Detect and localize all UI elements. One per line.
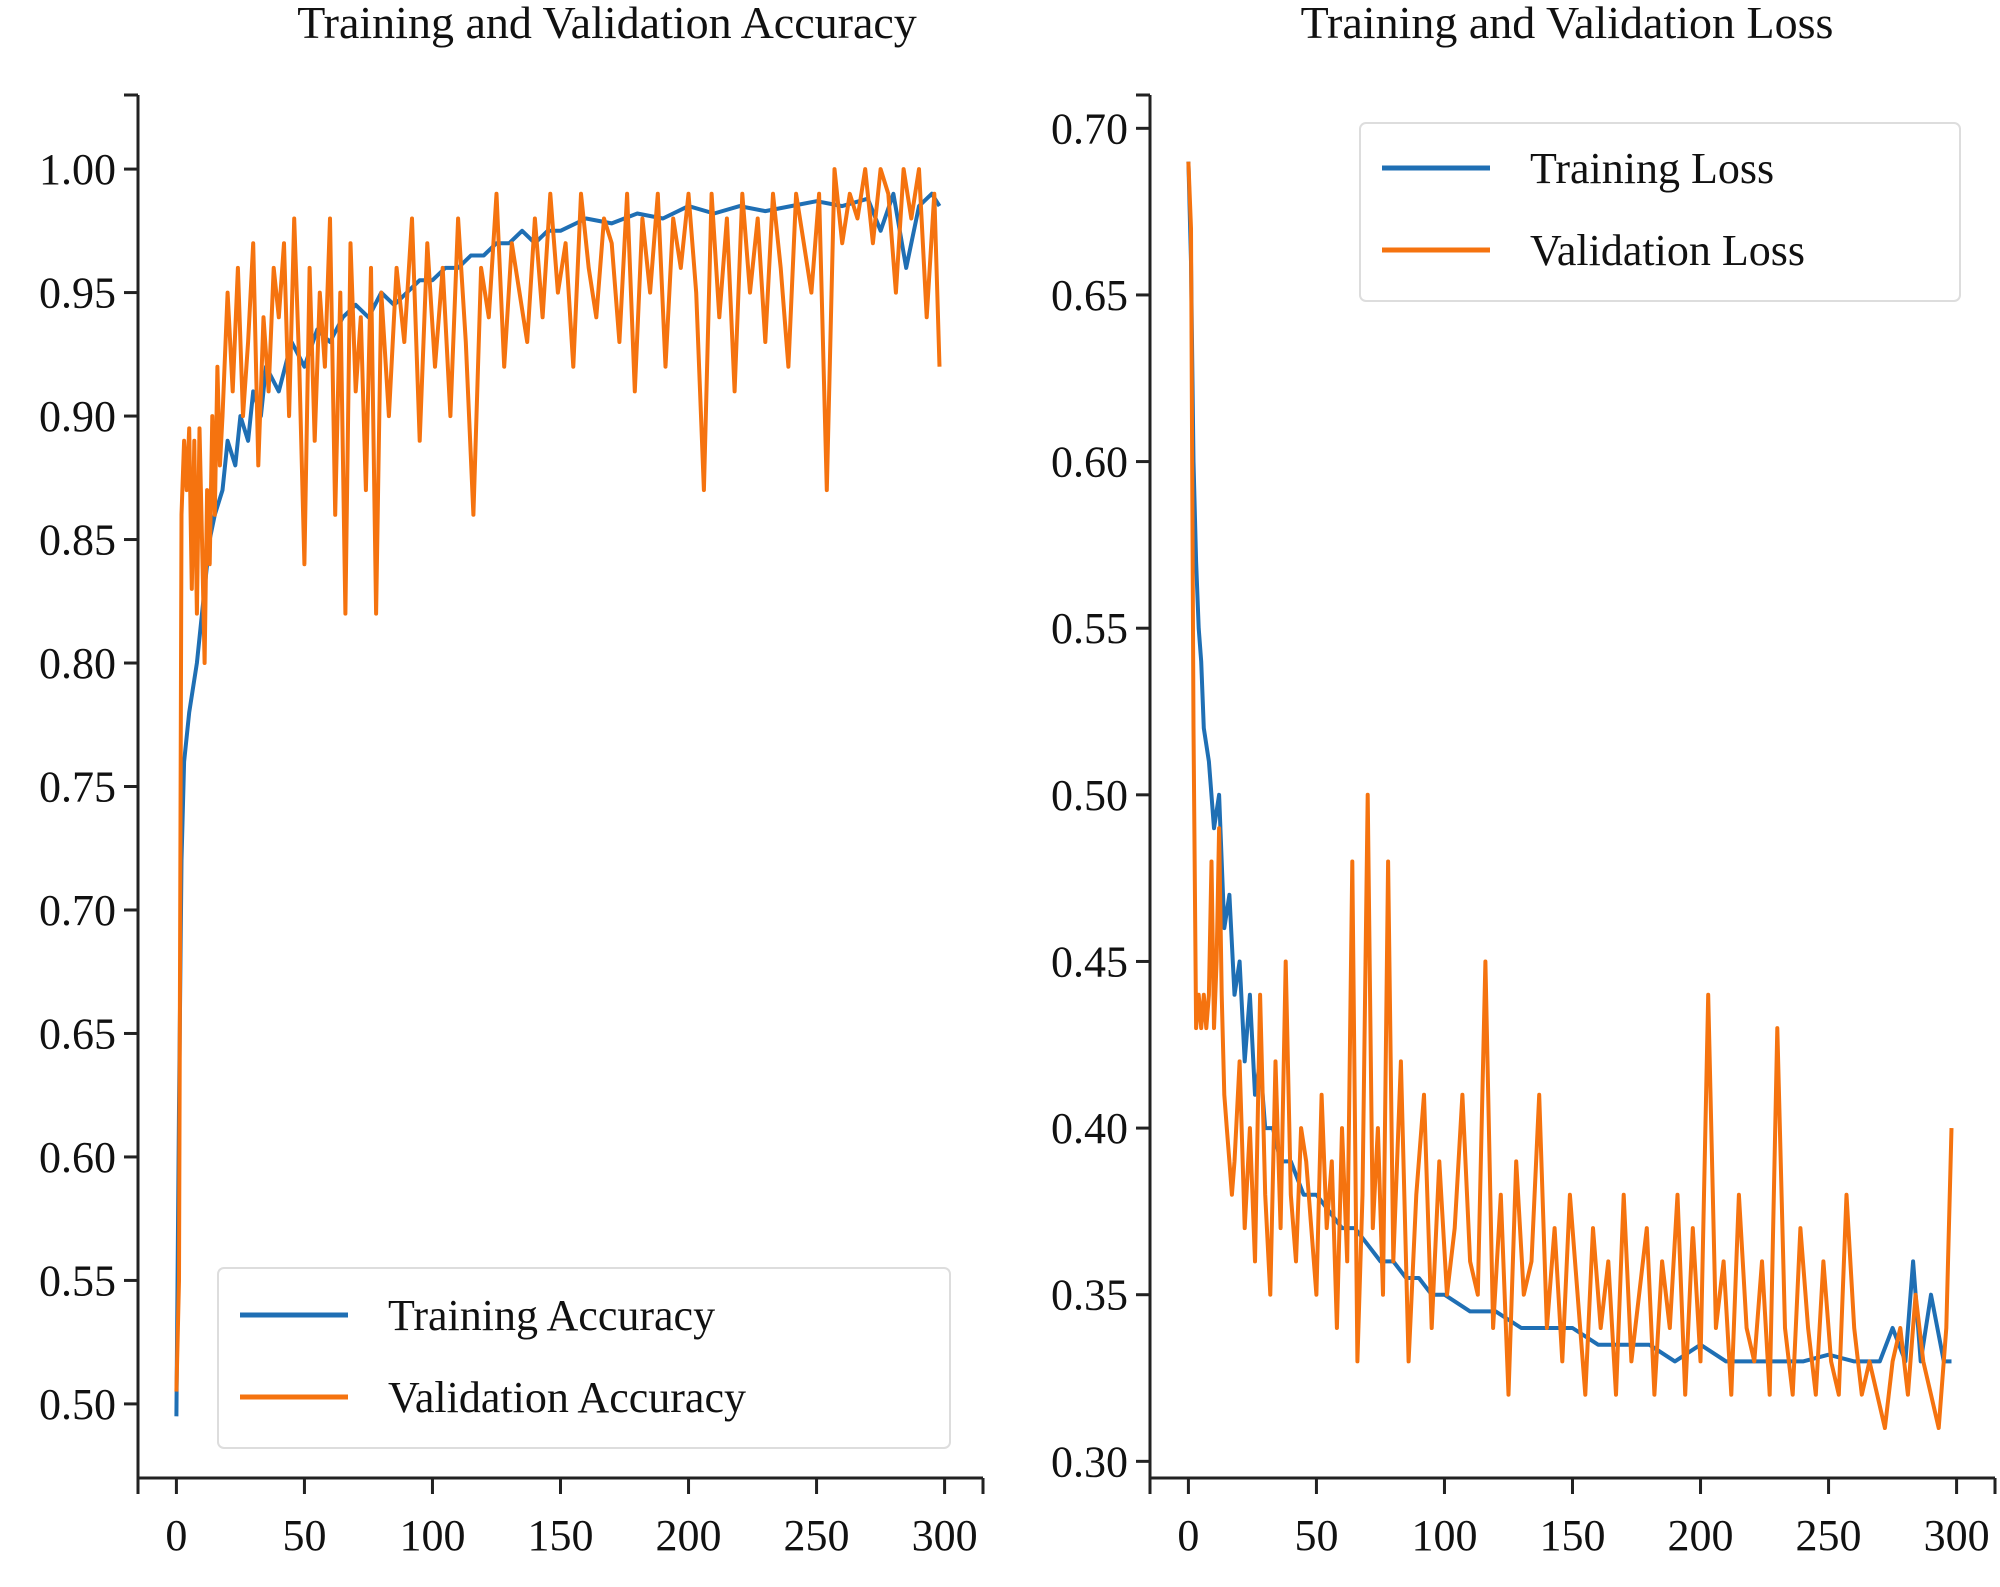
accuracy-y-tick-label: 0.55 [39,1256,116,1305]
accuracy-y-tick-label: 0.50 [39,1380,116,1429]
accuracy-y-tick-label: 0.90 [39,392,116,441]
accuracy-y-tick-label: 1.00 [39,145,116,194]
accuracy-x-tick-label: 100 [399,1511,465,1560]
loss-x-ticks: 0 50 100 150 200 250 300 [1148,1478,1997,1560]
loss-y-tick-label: 0.45 [1051,937,1128,986]
loss-legend-box [1359,122,1961,302]
loss-chart-title: Training and Validation Loss [1301,0,1834,48]
loss-legend-label-training: Training Loss [1530,144,1774,193]
loss-y-tick-label: 0.30 [1051,1437,1128,1486]
loss-legend: Training Loss Validation Loss [1359,122,1961,302]
loss-y-tick-label: 0.65 [1051,271,1128,320]
accuracy-series-line-validation [174,167,942,1392]
loss-series-lines [1186,161,1954,1430]
accuracy-y-tick-label: 0.70 [39,886,116,935]
accuracy-y-tick-label: 0.60 [39,1133,116,1182]
accuracy-x-ticks: 0 50 100 150 200 250 300 [136,1478,985,1560]
loss-y-ticks: 0.30 0.35 0.40 0.45 0.50 0.55 0.60 0.65 0.70 [1051,93,1150,1486]
accuracy-y-tick-label: 0.75 [39,763,116,812]
accuracy-y-tick-label: 0.80 [39,639,116,688]
loss-legend-label-validation: Validation Loss [1530,226,1805,275]
loss-x-tick-label: 100 [1411,1511,1477,1560]
loss-x-tick-label: 150 [1540,1511,1606,1560]
loss-x-tick-label: 0 [1177,1511,1199,1560]
accuracy-legend: Training Accuracy Validation Accuracy [217,1267,951,1449]
loss-y-tick-label: 0.35 [1051,1271,1128,1320]
accuracy-x-tick-label: 50 [282,1511,326,1560]
accuracy-x-tick-label: 250 [784,1511,850,1560]
accuracy-chart-title: Training and Validation Accuracy [297,0,917,48]
accuracy-x-tick-label: 150 [528,1511,594,1560]
accuracy-chart: Training and Validation Accuracy 0.500.5… [39,0,985,1560]
accuracy-y-tick-label: 0.65 [39,1009,116,1058]
accuracy-y-tick-label: 0.85 [39,516,116,565]
accuracy-legend-box [217,1267,951,1449]
loss-series-line-training [1186,161,1952,1364]
accuracy-x-tick-label: 0 [165,1511,187,1560]
accuracy-y-tick-label: 0.95 [39,269,116,318]
accuracy-legend-label-training: Training Accuracy [388,1291,715,1340]
loss-y-tick-label: 0.50 [1051,771,1128,820]
accuracy-x-tick-label: 300 [912,1511,978,1560]
loss-y-tick-label: 0.70 [1051,104,1128,153]
accuracy-legend-label-validation: Validation Accuracy [388,1373,746,1422]
accuracy-x-tick-label: 200 [656,1511,722,1560]
loss-x-tick-label: 300 [1924,1511,1990,1560]
loss-series-line-validation [1186,161,1954,1430]
loss-y-tick-label: 0.60 [1051,438,1128,487]
loss-chart: Training and Validation Loss 0.30 0.35 0.4… [1051,0,1997,1560]
loss-x-tick-label: 250 [1796,1511,1862,1560]
loss-y-tick-label: 0.40 [1051,1104,1128,1153]
accuracy-series-lines [174,167,942,1417]
accuracy-y-ticks: 0.50 0.55 0.60 0.65 0.70 0.75 0.80 0.85 0.90 0.95… [39,93,138,1429]
loss-x-tick-label: 50 [1294,1511,1338,1560]
loss-y-tick-label: 0.55 [1051,604,1128,653]
loss-x-tick-label: 200 [1668,1511,1734,1560]
